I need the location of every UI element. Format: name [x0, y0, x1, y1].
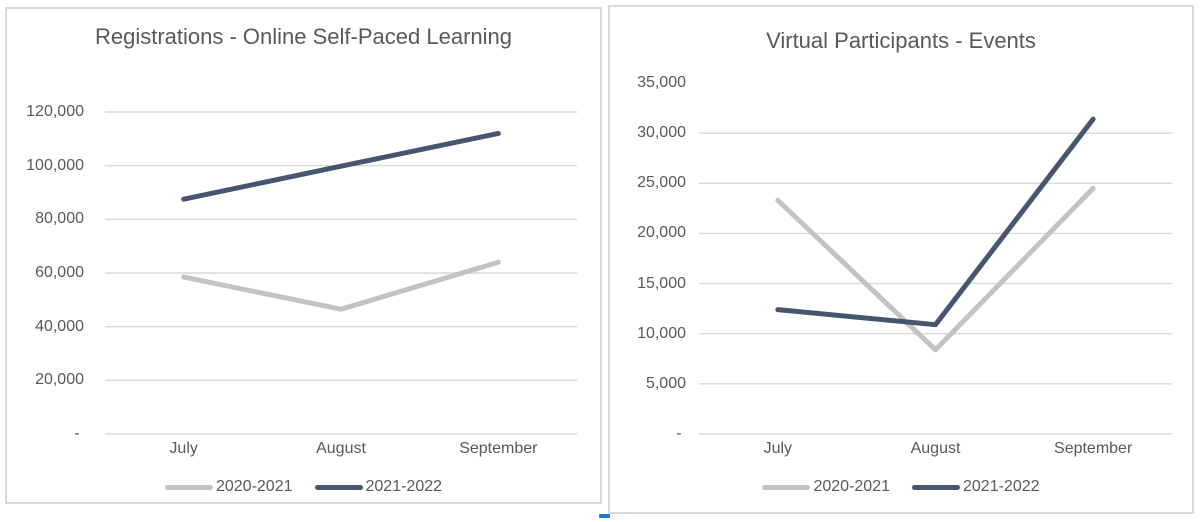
y-axis-label: 35,000 [637, 74, 686, 91]
legend-swatch [314, 484, 363, 490]
legend-swatch [912, 484, 960, 490]
legend: 2020-2021 2021-2022 [610, 477, 1192, 497]
y-axis-label: 60,000 [35, 264, 84, 281]
legend-item-2020-2021: 2020-2021 [164, 478, 293, 496]
chart-panel-registrations: Registrations - Online Self-Paced Learni… [5, 7, 602, 504]
legend-label: 2021-2022 [365, 478, 443, 495]
chart-panel-virtual-participants: Virtual Participants - Events 2020-2021 2… [608, 5, 1194, 514]
plot-area [699, 116, 1172, 435]
x-axis-label: July [169, 440, 198, 457]
y-axis-label: 25,000 [637, 174, 686, 192]
x-axis-label: August [910, 440, 961, 457]
legend-swatch [762, 484, 811, 490]
chart-title: Registrations - Online Self-Paced Learni… [94, 24, 512, 49]
legend-label: 2020-2021 [215, 478, 293, 495]
legend-item-2021-2022: 2021-2022 [314, 478, 443, 496]
y-axis-label: 5,000 [645, 374, 686, 392]
series-line-2020-2021 [181, 259, 501, 312]
legend-label: 2021-2022 [963, 478, 1040, 495]
x-axis-label: July [763, 440, 793, 457]
series-line-2021-2022 [775, 116, 1096, 328]
x-axis-label: September [459, 440, 538, 457]
legend: 2020-2021 2021-2022 [7, 477, 600, 497]
legend-label: 2020-2021 [813, 478, 890, 495]
blue-cursor-mark [599, 514, 610, 518]
x-axis-label: September [1054, 440, 1133, 457]
y-axis-label: 30,000 [637, 124, 686, 142]
y-axis-label: 100,000 [26, 156, 84, 174]
x-axis-label: August [316, 440, 366, 457]
y-axis-label: 10,000 [637, 324, 686, 342]
chart-title: Virtual Participants - Events [766, 28, 1036, 53]
legend-swatch [164, 484, 213, 490]
y-axis-label: 120,000 [26, 103, 84, 120]
series-line-2021-2022 [181, 130, 501, 202]
plot-area [105, 111, 577, 435]
y-axis-label: 20,000 [35, 371, 84, 389]
y-axis-label: 15,000 [637, 274, 686, 292]
y-axis-label: - [676, 425, 686, 442]
y-axis-label: 40,000 [35, 317, 84, 335]
y-axis-label: 80,000 [35, 210, 84, 228]
y-axis-label: 20,000 [637, 224, 686, 242]
y-axis-label: - [74, 425, 84, 442]
legend-item-2021-2022: 2021-2022 [912, 478, 1040, 496]
series-line-2020-2021 [775, 185, 1096, 353]
legend-item-2020-2021: 2020-2021 [762, 478, 890, 496]
